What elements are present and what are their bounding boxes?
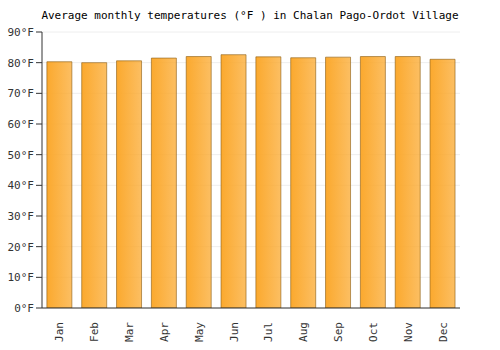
svg-text:90°F: 90°F [8,26,34,39]
svg-text:May: May [193,322,206,342]
svg-text:Sep: Sep [332,322,345,342]
svg-text:Apr: Apr [158,322,171,342]
svg-text:40°F: 40°F [8,179,34,192]
svg-text:60°F: 60°F [8,118,34,131]
svg-text:Feb: Feb [88,322,101,342]
svg-text:Nov: Nov [402,322,415,342]
svg-text:Oct: Oct [367,322,380,342]
svg-text:30°F: 30°F [8,210,34,223]
svg-text:10°F: 10°F [8,271,34,284]
svg-text:Jan: Jan [53,322,66,342]
svg-text:Aug: Aug [297,322,310,342]
svg-text:Jun: Jun [228,322,241,342]
svg-text:Jul: Jul [262,322,275,342]
html-text:Average monthly temperatures (: Average monthly temperatures (°F ) in Ch… [41,9,459,22]
svg-text:70°F: 70°F [8,87,34,100]
svg-text:0°F: 0°F [14,302,34,315]
svg-text:20°F: 20°F [8,241,34,254]
svg-text:80°F: 80°F [8,57,34,70]
svg-text:Dec: Dec [437,322,450,342]
svg-text:Mar: Mar [123,322,136,342]
svg-text:50°F: 50°F [8,149,34,162]
